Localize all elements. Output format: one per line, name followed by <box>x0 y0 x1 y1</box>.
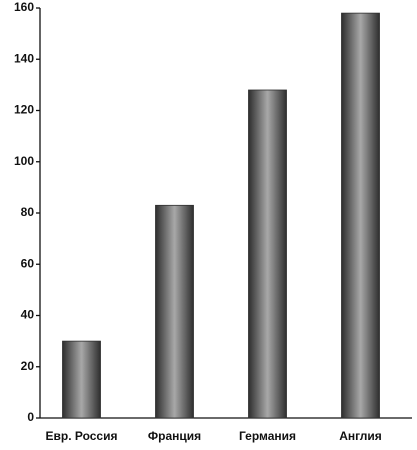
y-tick-label: 20 <box>21 359 35 373</box>
y-tick-label: 160 <box>14 0 34 14</box>
bar <box>341 12 380 419</box>
y-tick-label: 80 <box>21 205 35 219</box>
x-tick-label: Франция <box>148 429 201 443</box>
y-tick-label: 100 <box>14 154 34 168</box>
x-tick-label: Евр. Россия <box>46 429 118 443</box>
bar <box>155 204 194 419</box>
y-tick-label: 120 <box>14 103 34 117</box>
y-tick-label: 40 <box>21 308 35 322</box>
x-tick-label: Англия <box>339 429 382 443</box>
x-tick-label: Германия <box>239 429 296 443</box>
y-tick-label: 140 <box>14 51 34 65</box>
y-tick-label: 60 <box>21 256 35 270</box>
bar <box>62 340 101 419</box>
y-tick-label: 0 <box>27 410 34 424</box>
bar <box>248 89 287 419</box>
